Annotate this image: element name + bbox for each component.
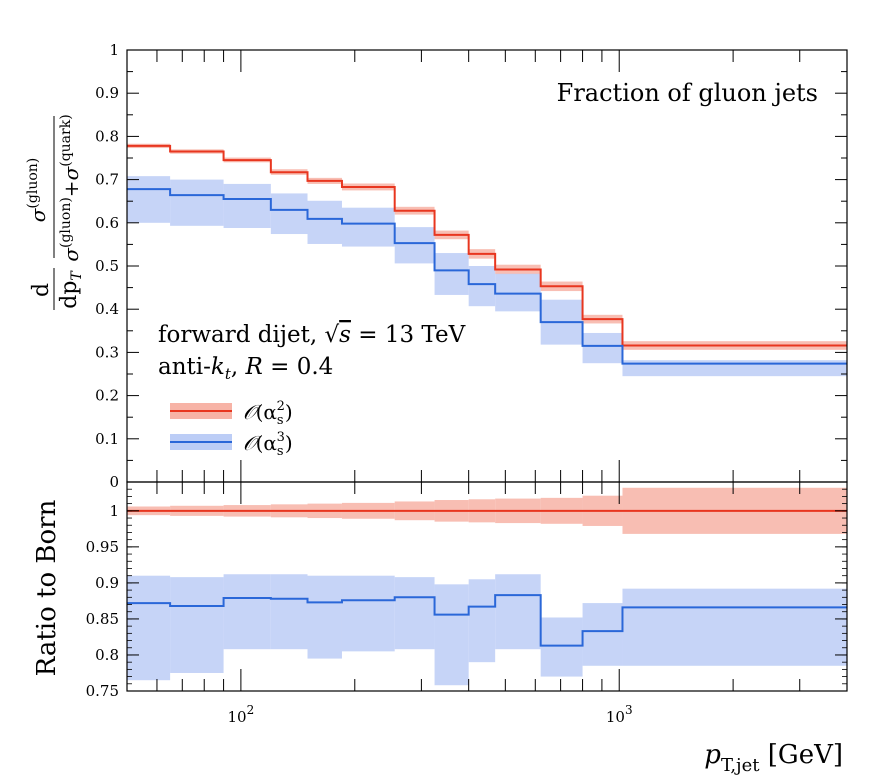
- top-band-alpha3-bin-8: [468, 266, 496, 307]
- top-band-alpha3-bin-5: [341, 207, 395, 247]
- bottom-band-alpha3-bin-12: [622, 588, 847, 666]
- bottom-band-alpha3-bin-2: [223, 574, 271, 650]
- x-axis-label: pT,jet [GeV]: [704, 740, 843, 776]
- bottom-band-alpha3-bin-4: [307, 575, 342, 659]
- bottom-y-tick-label-1: 0.8: [95, 646, 119, 664]
- bottom-line-alpha3: [127, 594, 847, 647]
- bottom-y-tick-label-4: 0.95: [86, 538, 119, 556]
- top-band-alpha3-bin-2: [223, 183, 271, 228]
- top-y-axis-label: d dpT σ(gluon) σ(gluon)+σ(quark): [25, 114, 85, 310]
- bottom-y-axis-label: Ratio to Born: [32, 499, 62, 676]
- axis-tick-labels: 0 0.1 0.2 0.3 0.4 0.5 0.6 0.7 0.8 0.9 1 0.75 0.8 0.85…: [86, 41, 633, 726]
- top-y-tick-label-2: 0.2: [95, 387, 119, 405]
- legend: 𝒪(αs2) 𝒪(αs3): [170, 399, 293, 459]
- top-y-tick-label-0: 0: [109, 473, 119, 491]
- legend-label-alpha3: 𝒪(αs3): [243, 430, 293, 459]
- bottom-band-alpha3-bin-9: [495, 574, 541, 650]
- bottom-series-lines: [127, 509, 847, 647]
- top-y-tick-label-4: 0.4: [95, 300, 119, 318]
- x-tick-label-0: 102: [228, 703, 255, 726]
- ylabel-d-denominator: dpT: [57, 270, 85, 309]
- top-series-lines: [127, 144, 847, 365]
- bottom-y-tick-label-0: 0.75: [86, 682, 119, 700]
- bottom-band-alpha3-bin-1: [170, 577, 224, 673]
- top-band-alpha3-bin-12: [622, 360, 847, 377]
- top-band-alpha3-bin-3: [270, 193, 308, 235]
- top-band-alpha3-bin-11: [582, 332, 623, 364]
- bottom-y-tick-label-3: 0.9: [95, 574, 119, 592]
- ylabel-sigma-denominator: σ(gluon)+σ(quark): [58, 114, 83, 261]
- top-band-alpha3-bin-1: [170, 179, 224, 226]
- bottom-band-alpha3-bin-11: [582, 603, 623, 666]
- top-band-alpha3-bin-4: [307, 200, 342, 244]
- bottom-band-alpha3-bin-0: [127, 575, 171, 681]
- top-y-tick-label-5: 0.5: [95, 257, 119, 275]
- annotation-line-2: anti-kt, R = 0.4: [158, 354, 333, 383]
- top-band-alpha3-bin-7: [434, 253, 469, 295]
- bottom-band-alpha3-bin-3: [270, 574, 308, 650]
- top-y-tick-label-6: 0.6: [95, 214, 119, 232]
- bottom-plot-frame: [126, 481, 848, 692]
- top-y-tick-label-8: 0.8: [95, 127, 119, 145]
- bottom-band-alpha3-bin-10: [540, 617, 583, 677]
- x-tick-label-1: 103: [606, 703, 633, 726]
- top-line-alpha2: [127, 144, 847, 347]
- top-y-tick-label-7: 0.7: [95, 171, 119, 189]
- top-y-tick-label-9: 0.9: [95, 84, 119, 102]
- annotation-line-1: forward dijet, √s = 13 TeV: [158, 322, 466, 348]
- ylabel-d-numerator: d: [29, 283, 54, 297]
- top-band-alpha3-bin-9: [495, 273, 541, 312]
- top-y-tick-label-1: 0.1: [95, 430, 119, 448]
- chart-title: Fraction of gluon jets: [557, 79, 818, 107]
- bottom-uncertainty-bands: [127, 487, 847, 686]
- bottom-band-alpha3-bin-5: [341, 575, 395, 652]
- bottom-band-alpha3-bin-6: [394, 577, 435, 650]
- top-band-alpha3-bin-6: [394, 227, 435, 264]
- top-y-tick-label-3: 0.3: [95, 343, 119, 361]
- bottom-y-tick-label-5: 1: [109, 502, 119, 520]
- top-line-alpha3: [127, 188, 847, 365]
- ylabel-sigma-numerator: σ(gluon): [25, 158, 50, 222]
- bottom-y-tick-label-2: 0.85: [86, 610, 119, 628]
- legend-label-alpha2: 𝒪(αs2): [243, 399, 293, 428]
- bottom-band-alpha3-bin-8: [468, 579, 496, 663]
- top-y-tick-label-10: 1: [109, 41, 119, 59]
- top-band-alpha3-bin-0: [127, 176, 171, 223]
- bottom-band-alpha3-bin-7: [434, 584, 469, 686]
